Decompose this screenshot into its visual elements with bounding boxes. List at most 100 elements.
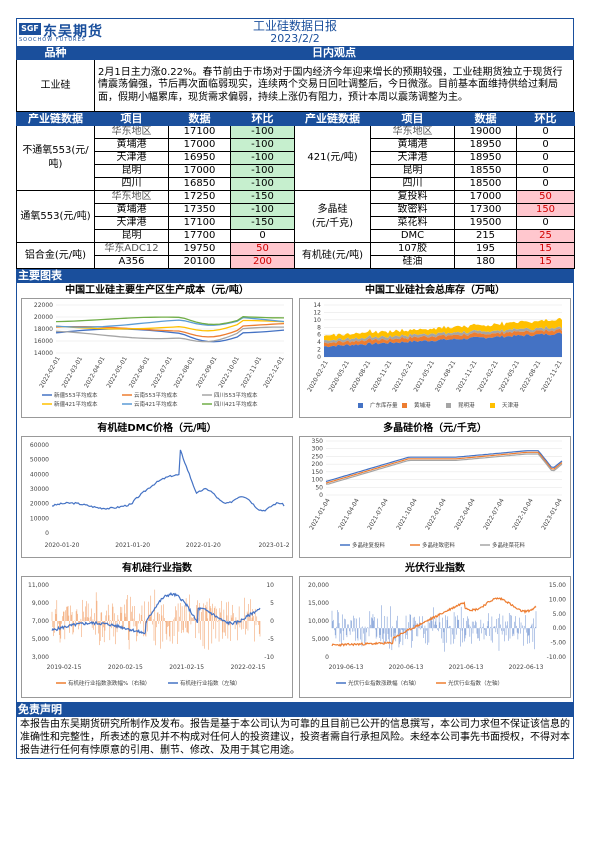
x-tick-label: 2022-05-01 xyxy=(105,355,129,389)
y-tick-label: 50000 xyxy=(30,457,49,464)
x-tick-label: 2021-11-21 xyxy=(455,359,479,393)
item-cell: 黄埔港 xyxy=(94,203,169,217)
report-title: 工业硅数据日报 xyxy=(252,19,337,33)
value-cell: 18500 xyxy=(454,177,517,191)
y-tick-label-right: 0.00 xyxy=(553,625,567,632)
x-tick-label: 2022-02-01 xyxy=(38,355,62,389)
item-cell: 天津港 xyxy=(370,151,455,165)
item-cell: 昆明 xyxy=(94,229,169,243)
x-tick-label: 2021-06-13 xyxy=(449,664,484,671)
item-cell: 天津港 xyxy=(94,151,169,165)
value-cell: 17100 xyxy=(168,216,231,230)
x-tick-label: 2020-06-13 xyxy=(389,664,424,671)
legend-label: 天津港 xyxy=(502,401,519,409)
legend-label: 光伏行业指数涨跌幅（右轴） xyxy=(348,679,420,687)
change-cell: 0 xyxy=(230,229,295,243)
x-tick-label: 2020-08-21 xyxy=(349,359,373,393)
chart-title: 中国工业硅社会总库存（万吨） xyxy=(365,285,505,296)
y-tick-label: 4 xyxy=(317,339,321,346)
value-cell: 17100 xyxy=(168,125,231,139)
y-tick-label: 20000 xyxy=(30,501,49,508)
x-tick-label: 2019-06-13 xyxy=(329,664,364,671)
item-cell: 昆明 xyxy=(94,164,169,178)
y-tick-label: 10 xyxy=(313,317,321,324)
y-tick-label-left: 3,000 xyxy=(32,654,49,661)
change-cell: -100 xyxy=(230,125,295,139)
value-cell: 18950 xyxy=(454,138,517,152)
x-tick-label: 2021-07-04 xyxy=(366,497,390,531)
y-tick-label: 12 xyxy=(313,309,321,316)
value-cell: 18950 xyxy=(454,151,517,165)
value-cell: 17250 xyxy=(168,190,231,204)
y-tick-label: 200 xyxy=(312,461,324,468)
legend-label: 广东库存量 xyxy=(370,401,398,409)
chain-row: 铝合金(元/吨) 华东ADC12 19750 50 有机硅(元/吨) 107胶 195 15 xyxy=(16,242,575,269)
y-tick-label-right: -5.00 xyxy=(550,640,566,647)
legend-swatch xyxy=(358,403,363,408)
y-tick-label-right: 5.00 xyxy=(553,611,567,618)
chain-header-cell: 数据 xyxy=(454,112,517,126)
chart-title: 有机硅DMC价格（元/吨） xyxy=(97,423,217,434)
chain-table-header: 产业链数据 项目 数据 环比 产业链数据 项目 数据 环比 xyxy=(16,112,575,126)
change-cell: 150 xyxy=(516,203,575,217)
silicone-index-chart-svg: 11,000 9,000 7,000 5,000 3,000 10 5 0 -5 -10 2019-… xyxy=(28,582,274,687)
chain-header-cell: 项目 xyxy=(370,112,455,126)
item-cell: 华东地区 xyxy=(94,125,169,139)
change-cell: 50 xyxy=(230,242,295,256)
item-cell: 菜花料 xyxy=(370,216,455,230)
value-cell: 16850 xyxy=(168,177,231,191)
change-cell: 0 xyxy=(516,138,575,152)
item-cell: 黄埔港 xyxy=(370,138,455,152)
x-tick-label: 2022-06-13 xyxy=(509,664,544,671)
x-tick-label: 2022-06-01 xyxy=(128,355,152,389)
cost-series-line xyxy=(55,316,285,328)
y-tick-label: 50 xyxy=(315,484,323,491)
y-tick-label: 14000 xyxy=(34,350,53,357)
y-tick-label-left: 15,000 xyxy=(308,600,329,607)
chart-title: 多晶硅价格（元/千克） xyxy=(383,423,487,434)
report-page: SGF 东吴期货 SOOCHOW FUTURES 工业硅数据日报 2023/2/… xyxy=(16,18,575,759)
x-tick-label: 2023-01-2 xyxy=(258,542,289,549)
x-tick-label: 2022-01-04 xyxy=(424,497,448,531)
x-tick-label: 2023-01-04 xyxy=(540,497,564,531)
y-tick-label: 18000 xyxy=(34,326,53,333)
charts-panel: 中国工业硅主要生产区生产成本（元/吨） 22000 20000 18000 16000… xyxy=(16,283,574,703)
value-cell: 17350 xyxy=(168,203,231,217)
y-tick-label: 350 xyxy=(312,438,324,445)
industry-chain-table: 产业链数据 项目 数据 环比 产业链数据 项目 数据 环比 不通氧553(元/吨) 华东地区 17… xyxy=(16,112,575,269)
x-tick-label: 2022-11-21 xyxy=(540,359,564,393)
right-group-name: 多晶硅 (元/千克) xyxy=(294,190,371,243)
x-tick-label: 2021-01-20 xyxy=(115,542,150,549)
change-cell: 0 xyxy=(516,125,575,139)
y-tick-label: 8 xyxy=(317,324,321,331)
chart-social-inventory: 中国工业硅社会总库存（万吨） 14 12 10 8 6 4 2 0 2020-02-21 2020… xyxy=(299,285,571,419)
chain-header-cell: 环比 xyxy=(516,112,575,126)
item-cell: 四川 xyxy=(94,177,169,191)
change-cell: 0 xyxy=(516,216,575,230)
legend-label: 新疆553平均成本 xyxy=(54,391,98,399)
y-tick-label-left: 20,000 xyxy=(308,582,329,589)
value-cell: 17000 xyxy=(454,190,517,204)
legend-label: 四川553平均成本 xyxy=(214,391,258,399)
y-tick-label-left: 5,000 xyxy=(312,636,329,643)
chain-row: A356 20100 200 硅油 180 15 xyxy=(17,255,575,269)
value-cell: 17000 xyxy=(168,138,231,152)
y-tick-label: 100 xyxy=(312,477,324,484)
change-cell: -100 xyxy=(230,151,295,165)
change-cell: -100 xyxy=(230,138,295,152)
change-cell: -150 xyxy=(230,216,295,230)
y-tick-label: 60000 xyxy=(30,442,49,449)
change-cell: -150 xyxy=(230,190,295,204)
logo-chinese-name: 东吴期货 xyxy=(43,24,103,40)
chain-row: 四川 16850 -100 四川 18500 0 xyxy=(17,177,575,191)
inventory-area xyxy=(324,328,562,348)
change-cell: -100 xyxy=(230,177,295,191)
left-group-name: 通氧553(元/吨) xyxy=(16,190,95,243)
report-date: 2023/2/2 xyxy=(270,32,320,45)
chart-pv-index: 光伏行业指数 20,000 15,000 10,000 5,000 0 15.00 10.0… xyxy=(299,563,571,699)
legend-swatch xyxy=(402,403,407,408)
y-tick-label: 250 xyxy=(312,453,324,460)
x-tick-label: 2022-07-01 xyxy=(150,355,174,389)
y-tick-label: 10000 xyxy=(30,515,49,522)
